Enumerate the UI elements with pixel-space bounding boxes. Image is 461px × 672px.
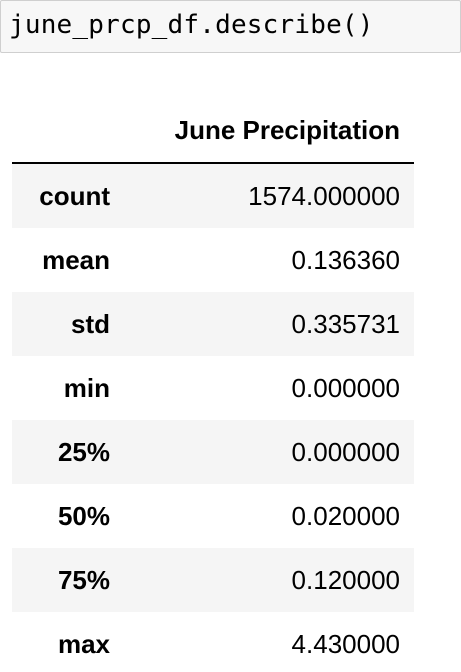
row-index: count <box>39 180 110 211</box>
row-value: 0.000000 <box>291 372 400 403</box>
index-header <box>12 98 110 164</box>
row-value: 0.020000 <box>291 500 400 531</box>
table-row: count 1574.000000 <box>12 163 414 228</box>
table-row: mean 0.136360 <box>12 228 414 292</box>
table-row: 50% 0.020000 <box>12 484 414 548</box>
table-row: min 0.000000 <box>12 356 414 420</box>
row-index: max <box>57 628 110 659</box>
row-value: 0.335731 <box>291 308 400 339</box>
dataframe-output-table: June Precipitation count 1574.000000 mea… <box>12 98 414 672</box>
row-index: 75% <box>57 564 110 595</box>
row-value: 0.120000 <box>291 564 400 595</box>
row-value: 0.000000 <box>291 436 400 467</box>
row-index: min <box>63 372 110 403</box>
row-index: 25% <box>57 436 110 467</box>
table-row: max 4.430000 <box>12 612 414 672</box>
column-header-june-precipitation: June Precipitation <box>110 98 414 164</box>
row-index: mean <box>42 244 110 275</box>
table-row: 75% 0.120000 <box>12 548 414 612</box>
table-row: 25% 0.000000 <box>12 420 414 484</box>
row-index: 50% <box>57 500 110 531</box>
row-index: std <box>71 308 110 339</box>
code-cell-input[interactable]: june_prcp_df.describe() <box>0 0 461 53</box>
row-value: 4.430000 <box>291 628 400 659</box>
code-source: june_prcp_df.describe() <box>9 10 374 40</box>
row-value: 0.136360 <box>291 244 400 275</box>
table-header-row: June Precipitation <box>12 98 414 164</box>
row-value: 1574.000000 <box>248 180 400 211</box>
table-row: std 0.335731 <box>12 292 414 356</box>
